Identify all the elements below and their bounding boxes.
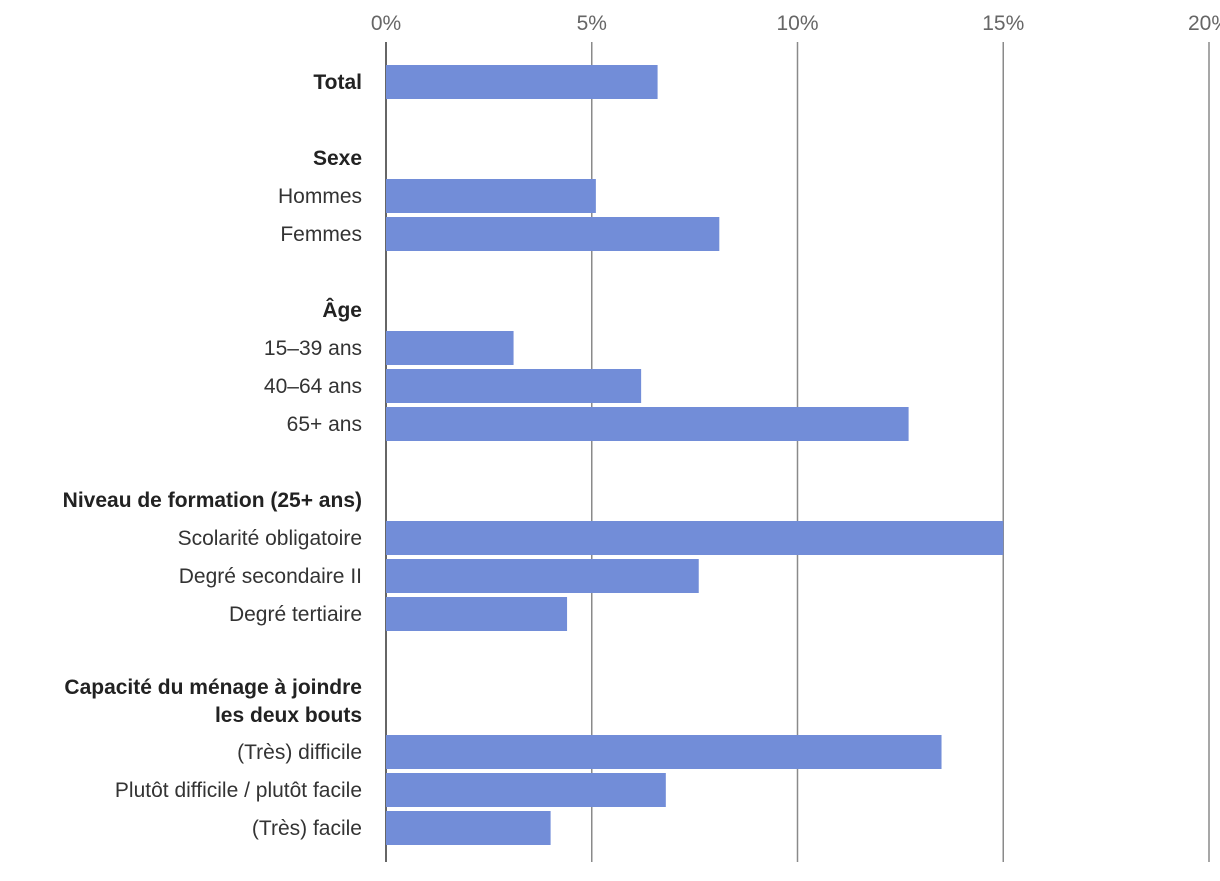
category-label-line: Capacité du ménage à joindre [64,676,362,699]
x-axis-ticks: 0% 5% 10% 15% 20% [371,12,1220,35]
category-label: Plutôt difficile / plutôt facile [115,779,362,802]
x-tick-label: 15% [982,12,1024,35]
category-group-label: Sexe [313,147,362,170]
grid-layer [385,42,1210,862]
x-tick-label: 20% [1188,12,1220,35]
category-label: 40–64 ans [264,375,362,398]
x-tick-label: 10% [776,12,818,35]
category-label: Degré secondaire II [179,565,362,588]
category-label: Scolarité obligatoire [178,527,362,550]
category-group-label: Âge [322,298,362,322]
bar [386,597,568,631]
category-label: 65+ ans [287,413,362,436]
category-group-label: Total [313,71,362,94]
bar [386,179,596,213]
bar [386,217,720,251]
bar [386,331,514,365]
category-label: Hommes [278,185,362,208]
bar [386,559,699,593]
category-label: Femmes [280,223,362,246]
category-label: Degré tertiaire [229,603,362,626]
bar-layer [386,65,1004,845]
category-labels: Total Sexe Hommes Femmes Âge 15–39 ans 40–64 a… [63,71,362,840]
category-label-line: les deux bouts [215,704,362,727]
bar [386,369,642,403]
x-tick-label: 5% [577,12,607,35]
bar [386,407,909,441]
bar [386,65,658,99]
category-group-label: Niveau de formation (25+ ans) [63,489,362,512]
category-label: 15–39 ans [264,337,362,360]
bar [386,773,666,807]
category-label: (Très) facile [252,817,362,840]
bar [386,521,1004,555]
category-group-label: Capacité du ménage à joindre les deux bou… [64,676,362,727]
category-label: (Très) difficile [237,741,362,764]
x-tick-label: 0% [371,12,401,35]
bar [386,811,551,845]
bar [386,735,942,769]
